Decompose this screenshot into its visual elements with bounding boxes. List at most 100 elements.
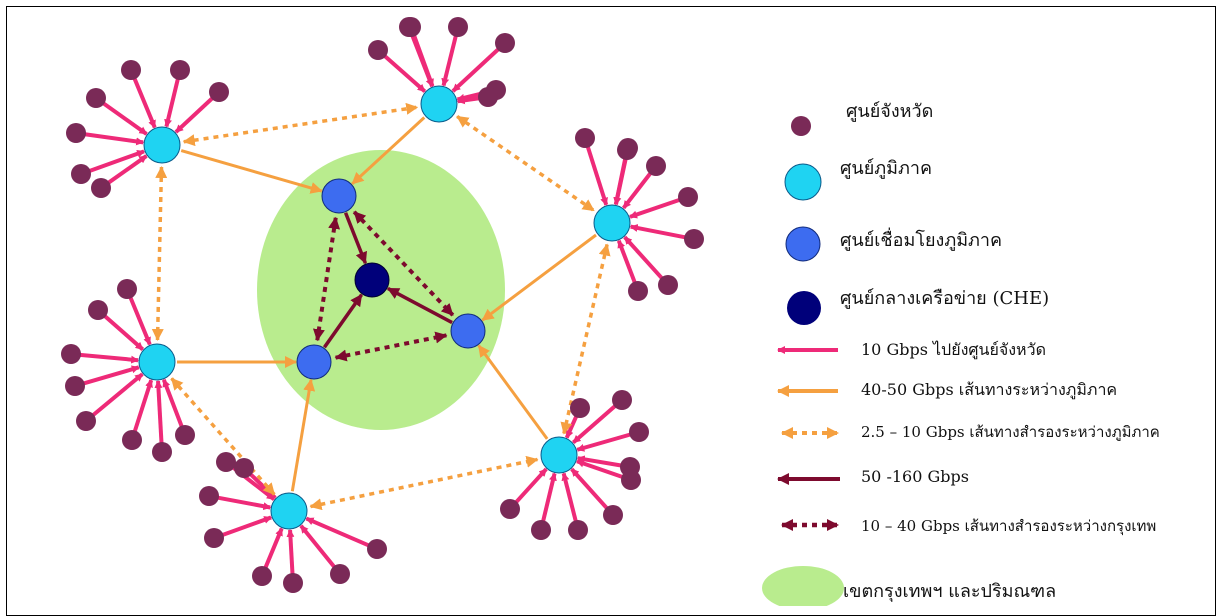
province-node <box>570 398 590 418</box>
legend-label-backup-bangkok: 10 – 40 Gbps เส้นทางสำรองระหว่างกรุงเทพ <box>861 517 1157 535</box>
legend-label-40-50g: 40-50 Gbps เส้นทางระหว่างภูมิภาค <box>861 380 1118 399</box>
link-10g <box>132 379 154 433</box>
province-node <box>531 520 551 540</box>
link-10g <box>616 239 637 284</box>
link-10g <box>623 235 664 280</box>
link-10g <box>221 515 273 537</box>
link-10g <box>451 47 500 93</box>
province-node <box>628 281 648 301</box>
legend-label-province: ศูนย์จังหวัด <box>846 101 934 122</box>
link-10g <box>174 96 214 134</box>
province-node <box>65 376 85 396</box>
regional-node <box>143 126 181 164</box>
province-node <box>684 229 704 249</box>
connector-node <box>296 344 332 380</box>
province-node <box>86 88 106 108</box>
link-10g <box>613 156 629 206</box>
link-10g <box>305 516 370 548</box>
link-backup-bangkok <box>312 216 341 342</box>
province-node <box>401 17 421 37</box>
province-node <box>612 390 632 410</box>
province-node <box>152 442 172 462</box>
link-10g <box>103 314 145 351</box>
province-node <box>252 566 272 586</box>
link-10g <box>412 34 435 88</box>
link-10g <box>456 96 480 105</box>
network-nodes <box>61 17 704 593</box>
province-node <box>234 458 254 478</box>
province-node <box>117 279 137 299</box>
link-10g <box>629 198 681 219</box>
legend-metro-area-symbol <box>762 566 844 606</box>
province-node <box>209 82 229 102</box>
link-10g <box>576 455 622 468</box>
connector-node <box>321 178 357 214</box>
link-10g <box>585 145 609 206</box>
link-10g <box>164 78 180 128</box>
province-node <box>575 128 595 148</box>
link-10g <box>102 101 148 136</box>
province-node <box>678 187 698 207</box>
province-node <box>175 425 195 445</box>
link-10g <box>564 415 579 439</box>
province-node <box>330 564 350 584</box>
province-node <box>629 422 649 442</box>
link-10g <box>154 379 164 444</box>
legend-label-50-160g: 50 -160 Gbps <box>861 467 969 486</box>
province-node <box>122 430 142 450</box>
link-backup-regional <box>309 455 539 511</box>
link-10g <box>84 132 145 146</box>
province-node <box>658 275 678 295</box>
link-10g <box>128 296 152 346</box>
province-node <box>91 178 111 198</box>
province-node <box>121 60 141 80</box>
province-node <box>283 573 303 593</box>
province-node <box>199 486 219 506</box>
link-backup-regional <box>182 102 419 147</box>
link-10g <box>441 35 458 87</box>
legend-label-backup-regional: 2.5 – 10 Gbps เส้นทางสำรองระหว่างภูมิภาค <box>861 423 1160 441</box>
link-10g <box>107 154 148 185</box>
link-10g <box>383 54 427 93</box>
link-40-50g <box>290 378 316 492</box>
province-node <box>495 33 515 53</box>
link-10g <box>91 372 144 417</box>
province-node <box>204 528 224 548</box>
legend-label-regional: ศูนย์ภูมิภาค <box>840 158 933 179</box>
province-node <box>500 499 520 519</box>
connector-node <box>450 313 486 349</box>
link-10g <box>622 171 653 210</box>
province-node <box>367 539 387 559</box>
province-node <box>216 452 236 472</box>
link-10g <box>629 224 686 240</box>
legend-label-10g: 10 Gbps ไปยังศูนย์จังหวัด <box>861 340 1046 359</box>
regional-node <box>270 492 308 530</box>
link-backup-regional <box>560 243 611 435</box>
legend-label-core: ศูนย์กลางเครือข่าย (CHE) <box>840 288 1050 309</box>
province-node <box>568 520 588 540</box>
province-node <box>170 60 190 80</box>
link-10g <box>514 467 548 504</box>
link-10g <box>576 459 624 479</box>
link-10g <box>217 495 272 511</box>
link-10g <box>286 528 295 575</box>
link-10g <box>541 472 557 522</box>
link-10g <box>576 432 631 452</box>
province-node <box>478 87 498 107</box>
province-node <box>603 505 623 525</box>
link-backup-regional <box>151 165 168 342</box>
link-10g <box>263 527 284 569</box>
legend-label-metro-area: เขตกรุงเทพฯ และปริมณฑล <box>843 581 1057 602</box>
core-node <box>354 262 390 298</box>
province-node <box>368 40 388 60</box>
backbone-links <box>151 102 611 511</box>
province-node <box>66 123 86 143</box>
legend-regional-symbol <box>784 163 822 201</box>
link-10g <box>561 472 578 522</box>
province-node <box>618 138 638 158</box>
link-10g <box>79 352 140 364</box>
link-10g <box>570 467 609 510</box>
province-node <box>646 156 666 176</box>
legend-province-symbol <box>791 116 811 136</box>
